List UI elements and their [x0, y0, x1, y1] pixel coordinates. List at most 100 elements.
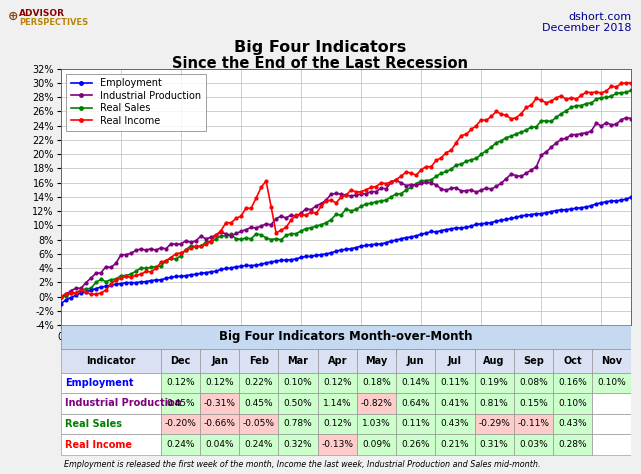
Bar	[278, 434, 318, 455]
Text: Big Four Indicators: Big Four Indicators	[235, 40, 406, 55]
Text: 0.43%: 0.43%	[440, 419, 469, 428]
Bar	[239, 434, 278, 455]
Text: Feb: Feb	[249, 356, 269, 366]
Bar	[357, 373, 396, 393]
Bar	[435, 434, 474, 455]
Bar	[161, 434, 200, 455]
Text: -0.82%: -0.82%	[360, 399, 392, 408]
Text: 0.64%: 0.64%	[401, 399, 430, 408]
Text: 0.11%: 0.11%	[440, 378, 469, 387]
Text: -0.29%: -0.29%	[478, 419, 510, 428]
Bar	[61, 393, 161, 414]
Text: Dec: Dec	[170, 356, 190, 366]
Text: -0.05%: -0.05%	[243, 419, 275, 428]
Text: 0.21%: 0.21%	[440, 440, 469, 449]
Text: 0.12%: 0.12%	[323, 419, 351, 428]
Text: Mar: Mar	[288, 356, 308, 366]
Bar	[553, 349, 592, 373]
Text: 0.10%: 0.10%	[558, 399, 587, 408]
Text: ADVISOR: ADVISOR	[19, 9, 65, 18]
Bar	[357, 349, 396, 373]
Bar	[396, 393, 435, 414]
Bar	[396, 373, 435, 393]
Text: 0.16%: 0.16%	[558, 378, 587, 387]
Text: Employment: Employment	[65, 378, 134, 388]
Text: December 2018: December 2018	[542, 23, 631, 33]
Text: 0.12%: 0.12%	[323, 378, 351, 387]
Bar	[357, 414, 396, 434]
Bar	[61, 414, 161, 434]
Text: PERSPECTIVES: PERSPECTIVES	[19, 18, 88, 27]
Bar	[317, 349, 357, 373]
Text: 0.26%: 0.26%	[401, 440, 430, 449]
Text: 0.12%: 0.12%	[205, 378, 234, 387]
Bar	[317, 434, 357, 455]
Text: 1.14%: 1.14%	[323, 399, 351, 408]
Text: Sep: Sep	[523, 356, 544, 366]
Text: Real Sales: Real Sales	[65, 419, 122, 429]
Bar	[553, 393, 592, 414]
Bar	[435, 349, 474, 373]
Text: 0.78%: 0.78%	[283, 419, 312, 428]
Text: 0.31%: 0.31%	[479, 440, 508, 449]
Text: 0.10%: 0.10%	[597, 378, 626, 387]
Bar	[592, 373, 631, 393]
Bar	[592, 349, 631, 373]
Bar	[513, 349, 553, 373]
Bar	[435, 373, 474, 393]
Text: 0.32%: 0.32%	[284, 440, 312, 449]
Bar	[200, 373, 239, 393]
Bar	[239, 349, 278, 373]
Bar	[553, 434, 592, 455]
Bar	[278, 393, 318, 414]
Bar	[474, 393, 513, 414]
Text: 0.11%: 0.11%	[401, 419, 430, 428]
Text: 0.04%: 0.04%	[205, 440, 234, 449]
Bar	[513, 414, 553, 434]
Text: 0.10%: 0.10%	[283, 378, 312, 387]
X-axis label: Years Since the 2009 Trough: Years Since the 2009 Trough	[263, 346, 429, 359]
Bar	[435, 414, 474, 434]
Bar	[239, 414, 278, 434]
Bar	[161, 349, 200, 373]
Bar	[474, 434, 513, 455]
Bar	[278, 349, 318, 373]
Text: Industrial Production: Industrial Production	[65, 399, 182, 409]
Bar	[396, 414, 435, 434]
Bar	[592, 393, 631, 414]
Bar	[61, 434, 161, 455]
Bar	[161, 414, 200, 434]
Text: 0.09%: 0.09%	[362, 440, 391, 449]
Bar	[474, 373, 513, 393]
Bar	[513, 434, 553, 455]
Text: 0.14%: 0.14%	[401, 378, 430, 387]
Text: Jun: Jun	[407, 356, 424, 366]
Text: May: May	[365, 356, 388, 366]
Bar	[317, 414, 357, 434]
Text: Real Income: Real Income	[65, 439, 133, 449]
Bar	[239, 373, 278, 393]
Text: Jan: Jan	[211, 356, 228, 366]
Bar	[435, 393, 474, 414]
Bar	[200, 349, 239, 373]
Text: 0.45%: 0.45%	[244, 399, 273, 408]
Text: -0.13%: -0.13%	[321, 440, 353, 449]
Text: Oct: Oct	[563, 356, 582, 366]
Text: Since the End of the Last Recession: Since the End of the Last Recession	[172, 56, 469, 71]
Bar	[200, 434, 239, 455]
Text: 1.03%: 1.03%	[362, 419, 391, 428]
Text: Apr: Apr	[328, 356, 347, 366]
Bar	[161, 373, 200, 393]
Text: 0.15%: 0.15%	[519, 399, 547, 408]
Bar	[317, 373, 357, 393]
Text: 0.03%: 0.03%	[519, 440, 547, 449]
Bar	[61, 325, 631, 349]
Bar	[278, 414, 318, 434]
Legend: Employment, Industrial Production, Real Sales, Real Income: Employment, Industrial Production, Real …	[66, 73, 206, 131]
Text: 0.12%: 0.12%	[166, 378, 195, 387]
Text: 0.45%: 0.45%	[166, 399, 195, 408]
Text: Jul: Jul	[448, 356, 462, 366]
Text: Nov: Nov	[601, 356, 622, 366]
Text: Big Four Indicators Month-over-Month: Big Four Indicators Month-over-Month	[219, 330, 473, 344]
Text: 0.19%: 0.19%	[479, 378, 508, 387]
